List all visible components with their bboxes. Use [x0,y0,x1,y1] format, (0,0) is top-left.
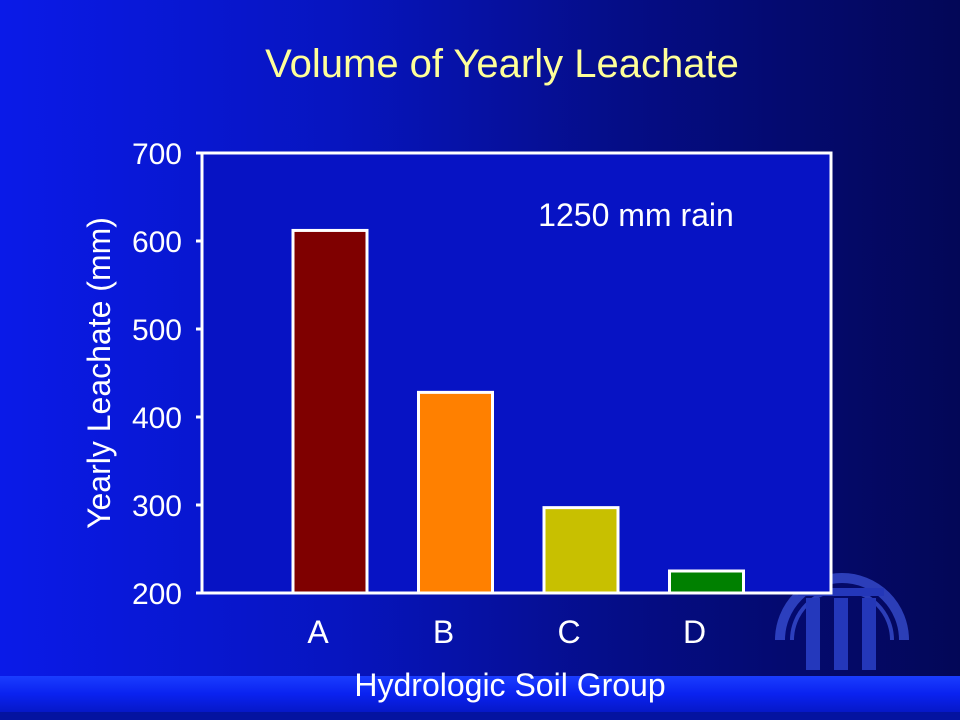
y-tick-label: 700 [132,138,182,171]
bar-c [542,506,620,595]
university-columns-logo-icon [775,573,909,670]
x-tick-label-a: A [307,614,329,650]
bars-group [291,228,745,595]
bar-d [668,569,745,595]
x-ticks-group: A B C D [307,614,706,650]
chart-title: Volume of Yearly Leachate [265,42,739,86]
footer-bar-bottom [0,712,960,720]
y-axis-label: Yearly Leachate (mm) [81,217,117,529]
bar-b [417,390,494,595]
y-tick-label: 400 [132,402,182,435]
y-tick-label: 300 [132,490,182,523]
rain-annotation: 1250 mm rain [538,197,734,233]
x-axis-label: Hydrologic Soil Group [354,667,665,703]
y-tick-label: 200 [132,578,182,611]
x-tick-label-c: C [557,614,580,650]
bar-a [291,228,369,595]
y-tick-label: 500 [132,314,182,347]
y-ticks-group: 200 300 400 500 600 700 [132,138,202,611]
footer-bar [0,676,960,712]
x-tick-label-d: D [683,614,706,650]
y-tick-label: 600 [132,226,182,259]
x-tick-label-b: B [433,614,454,650]
